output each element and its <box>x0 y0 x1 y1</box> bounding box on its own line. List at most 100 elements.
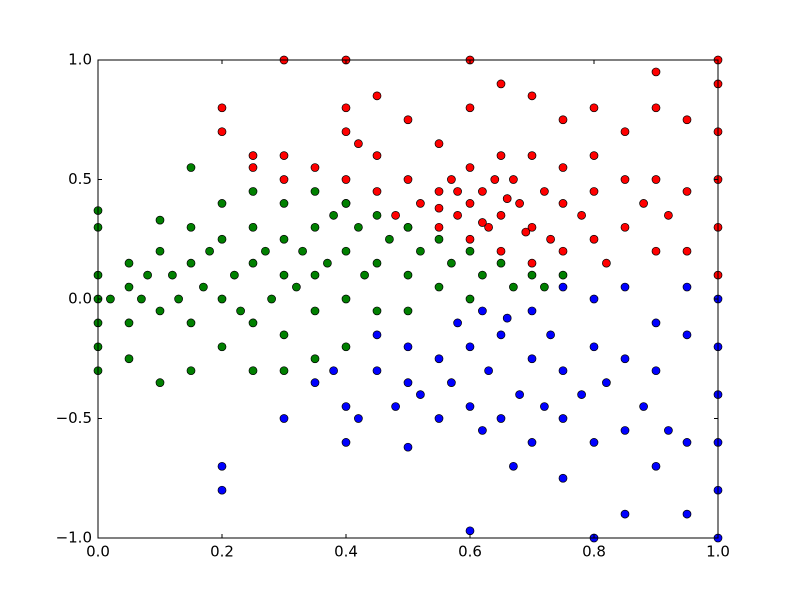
point <box>682 246 692 256</box>
point <box>465 342 475 352</box>
point <box>651 318 661 328</box>
point <box>527 258 537 268</box>
point <box>403 442 413 452</box>
x-tick-label: 0.0 <box>86 543 110 561</box>
point <box>465 103 475 113</box>
point <box>515 199 524 208</box>
point <box>403 175 413 184</box>
point <box>310 163 320 172</box>
point <box>279 330 289 340</box>
point <box>496 79 506 89</box>
point <box>354 139 363 148</box>
point <box>527 270 537 280</box>
x-tick-label: 0.6 <box>458 543 482 561</box>
point <box>248 187 258 196</box>
point <box>230 270 239 280</box>
point <box>527 222 537 232</box>
point <box>490 175 500 184</box>
point <box>502 313 512 323</box>
point <box>496 151 506 160</box>
point <box>558 163 568 172</box>
point <box>279 151 289 160</box>
point <box>217 342 227 352</box>
point <box>217 234 227 244</box>
x-tick-label: 0.8 <box>582 543 606 561</box>
point <box>434 187 444 196</box>
point <box>391 211 400 220</box>
point <box>323 258 332 268</box>
point <box>558 473 568 483</box>
point <box>651 175 661 184</box>
x-tick-label: 0.2 <box>210 543 234 561</box>
point <box>341 438 351 447</box>
point <box>527 306 537 316</box>
point <box>589 234 599 244</box>
x-tick-label: 0.4 <box>334 543 358 561</box>
point <box>279 175 289 184</box>
point <box>385 234 394 244</box>
point <box>465 199 475 208</box>
point <box>434 414 444 423</box>
point <box>124 282 134 292</box>
point <box>248 366 258 376</box>
point <box>248 163 258 172</box>
point <box>589 187 599 196</box>
point <box>546 234 555 244</box>
point <box>664 211 673 220</box>
point <box>682 438 692 447</box>
point <box>558 115 568 125</box>
point <box>416 390 425 399</box>
point <box>205 246 214 256</box>
point <box>602 378 611 387</box>
point <box>434 282 444 292</box>
point <box>372 258 382 268</box>
point <box>279 414 289 423</box>
point <box>447 378 456 387</box>
point <box>248 318 258 328</box>
point <box>589 151 599 160</box>
point <box>279 270 289 280</box>
point <box>447 258 456 268</box>
point <box>124 354 134 364</box>
point <box>248 258 258 268</box>
point <box>329 366 338 376</box>
point <box>217 127 227 137</box>
point <box>558 414 568 423</box>
point <box>279 366 289 376</box>
point <box>496 258 506 268</box>
y-tick-label: 0.5 <box>68 170 92 188</box>
point <box>496 414 506 423</box>
point <box>540 282 549 292</box>
point <box>577 211 586 220</box>
point <box>403 270 413 280</box>
point <box>509 461 518 471</box>
point <box>620 354 630 364</box>
point <box>124 258 134 268</box>
point <box>403 115 413 125</box>
point <box>465 163 475 172</box>
point <box>261 246 270 256</box>
point <box>478 426 487 435</box>
point <box>465 526 475 536</box>
point <box>310 306 320 316</box>
y-tick-label: 0.0 <box>68 290 92 308</box>
point <box>589 103 599 113</box>
point <box>651 366 661 376</box>
point <box>639 199 648 208</box>
point <box>589 342 599 352</box>
point <box>124 318 134 328</box>
point <box>558 366 568 376</box>
point <box>434 222 444 232</box>
point <box>682 509 692 519</box>
point <box>453 211 462 220</box>
point <box>372 306 382 316</box>
point <box>620 127 630 137</box>
point <box>589 294 599 304</box>
point <box>217 485 227 495</box>
point <box>527 151 537 160</box>
point <box>558 246 568 256</box>
point <box>186 163 196 172</box>
point <box>416 246 425 256</box>
point <box>155 378 165 387</box>
